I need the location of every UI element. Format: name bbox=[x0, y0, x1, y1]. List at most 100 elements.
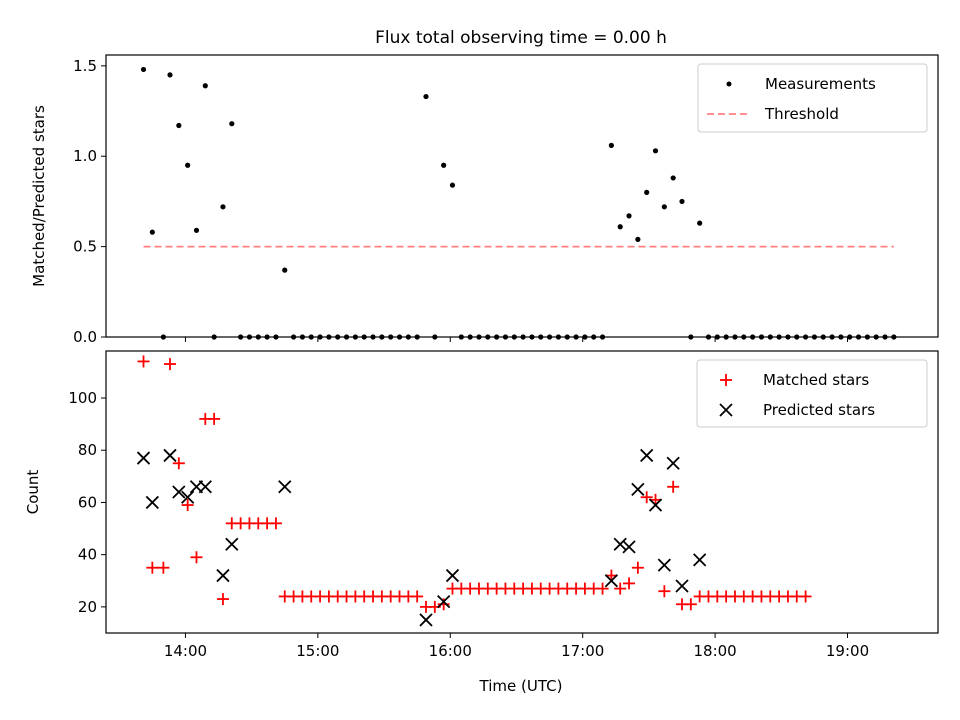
measurement-point bbox=[361, 334, 367, 340]
bottom-xtick-label: 14:00 bbox=[164, 642, 207, 660]
matched-stars-point bbox=[437, 598, 450, 611]
top-ytick-label: 0.0 bbox=[73, 328, 97, 346]
measurement-point bbox=[811, 334, 818, 340]
legend-predicted-label: Predicted stars bbox=[763, 401, 875, 419]
measurement-point bbox=[379, 334, 385, 340]
measurement-point bbox=[238, 334, 244, 340]
measurement-point bbox=[546, 334, 553, 340]
predicted-stars-point bbox=[445, 568, 460, 583]
measurement-point bbox=[652, 148, 659, 154]
measurement-point bbox=[476, 334, 482, 340]
bottom-xtick-label: 19:00 bbox=[826, 642, 869, 660]
bottom-ytick-label: 60 bbox=[78, 493, 97, 511]
measurement-point bbox=[149, 229, 155, 235]
measurement-point bbox=[555, 334, 562, 340]
measurement-point bbox=[873, 334, 879, 340]
legend-measurements-label: Measurements bbox=[765, 75, 876, 93]
matched-stars-point bbox=[164, 358, 176, 371]
bottom-xtick-label: 15:00 bbox=[296, 642, 339, 660]
measurement-point bbox=[644, 189, 650, 195]
predicted-stars-point bbox=[278, 480, 292, 494]
measurement-point bbox=[697, 220, 703, 226]
measurement-point bbox=[432, 334, 438, 340]
matched-stars-point bbox=[623, 577, 636, 590]
bottom-ytick-label: 100 bbox=[68, 389, 97, 407]
bottom-panel-marks bbox=[136, 355, 812, 627]
measurement-point bbox=[290, 334, 297, 340]
bottom-ytick-label: 20 bbox=[78, 598, 97, 616]
measurement-point bbox=[847, 334, 853, 340]
measurement-point bbox=[538, 334, 544, 340]
matched-stars-point bbox=[631, 561, 644, 574]
measurement-point bbox=[370, 334, 376, 340]
predicted-stars-point bbox=[622, 540, 636, 554]
measurement-point bbox=[396, 334, 403, 340]
matched-stars-point bbox=[596, 582, 609, 595]
measurement-point bbox=[193, 227, 200, 233]
measurement-point bbox=[414, 334, 420, 340]
matched-stars-point bbox=[614, 582, 627, 595]
predicted-stars-point bbox=[437, 595, 451, 609]
measurement-point bbox=[705, 334, 712, 340]
measurement-point bbox=[670, 175, 676, 181]
measurement-point bbox=[617, 224, 623, 230]
measurement-point bbox=[211, 334, 217, 340]
bottom-xtick-label: 17:00 bbox=[561, 642, 604, 660]
measurement-point bbox=[732, 334, 738, 340]
bottom-panel-xlabel: Time (UTC) bbox=[479, 677, 563, 695]
measurement-point bbox=[626, 213, 632, 219]
measurement-point bbox=[802, 334, 809, 340]
top-ytick-label: 0.5 bbox=[73, 238, 97, 256]
bottom-ytick-label: 40 bbox=[78, 546, 97, 564]
predicted-stars-point bbox=[172, 485, 186, 499]
measurement-point bbox=[458, 334, 464, 340]
matched-stars-point bbox=[137, 355, 150, 368]
matched-stars-point bbox=[157, 561, 170, 574]
measurement-point bbox=[785, 334, 791, 340]
predicted-stars-point bbox=[604, 574, 619, 588]
matched-stars-point bbox=[190, 551, 203, 564]
bottom-ytick-label: 80 bbox=[78, 441, 97, 459]
predicted-stars-point bbox=[666, 456, 680, 470]
measurement-point bbox=[264, 334, 270, 340]
measurement-point bbox=[255, 334, 261, 340]
measurement-point bbox=[723, 334, 729, 340]
measurement-point bbox=[326, 334, 332, 340]
measurement-point bbox=[185, 162, 191, 168]
matched-stars-point bbox=[216, 593, 229, 606]
legend-matched-marker bbox=[720, 374, 732, 386]
bottom-panel-ticks: 14:00 15:00 16:00 17:00 18:00 19:00 20 40 60 80 10… bbox=[68, 389, 869, 660]
measurement-point bbox=[352, 334, 358, 340]
measurement-point bbox=[502, 334, 509, 340]
measurement-point bbox=[317, 334, 323, 340]
matched-stars-point bbox=[411, 590, 424, 603]
measurement-point bbox=[529, 334, 535, 340]
predicted-stars-point bbox=[181, 490, 195, 504]
measurement-point bbox=[299, 334, 306, 340]
bottom-panel: 14:00 15:00 16:00 17:00 18:00 19:00 20 40 60 80 10… bbox=[24, 350, 939, 695]
legend-measurements-marker bbox=[726, 81, 732, 87]
measurement-point bbox=[520, 334, 526, 340]
measurement-point bbox=[767, 334, 773, 340]
predicted-stars-point bbox=[675, 579, 689, 593]
measurement-point bbox=[423, 93, 429, 100]
measurement-point bbox=[776, 334, 782, 340]
measurement-point bbox=[714, 334, 720, 340]
matched-stars-point bbox=[146, 561, 159, 574]
measurement-point bbox=[608, 142, 614, 148]
predicted-stars-point bbox=[631, 482, 645, 497]
measurement-point bbox=[891, 334, 897, 340]
measurement-point bbox=[829, 334, 835, 340]
measurement-point bbox=[511, 334, 517, 340]
bottom-panel-ylabel: Count bbox=[24, 470, 42, 515]
bottom-legend-box bbox=[696, 359, 928, 428]
measurement-point bbox=[335, 334, 341, 340]
matched-stars-point bbox=[208, 412, 221, 425]
matched-stars-point bbox=[658, 585, 671, 598]
measurement-point bbox=[229, 121, 235, 127]
bottom-xtick-label: 16:00 bbox=[429, 642, 472, 660]
matched-stars-point bbox=[181, 499, 194, 512]
measurement-point bbox=[485, 334, 491, 340]
matched-stars-point bbox=[667, 480, 680, 493]
predicted-stars-point bbox=[145, 495, 159, 510]
